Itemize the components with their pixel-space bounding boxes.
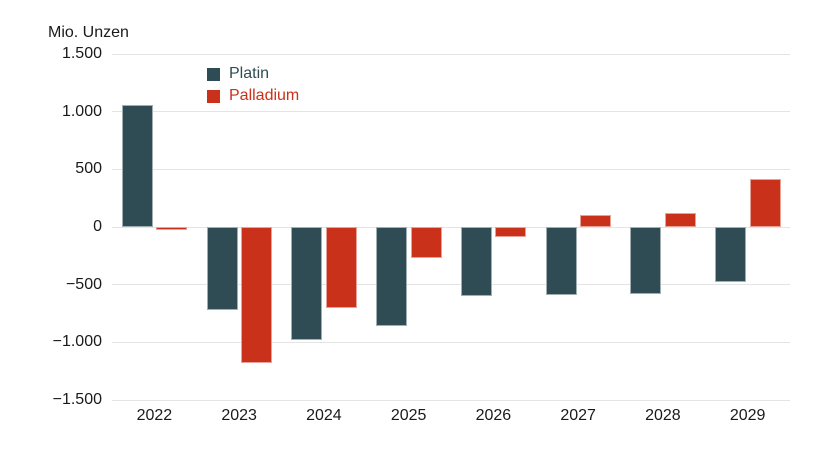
- bar-palladium-2024: [325, 227, 357, 308]
- x-tick-label-2024: 2024: [306, 407, 342, 424]
- y-axis-title: Mio. Unzen: [48, 24, 129, 41]
- x-tick-label-2029: 2029: [729, 407, 766, 424]
- y-tick-label-1000: 1.000: [61, 102, 102, 120]
- y-tick-label-0: 0: [93, 218, 102, 235]
- bar-palladium-2028: [664, 213, 696, 227]
- bar-palladium-2029: [749, 178, 781, 227]
- bar-platin-2026: [460, 227, 492, 297]
- legend-swatch-platin: [207, 67, 220, 81]
- gridline-1000: [112, 111, 790, 113]
- x-tick-label-2023: 2023: [221, 407, 257, 424]
- gridline-1500: [112, 53, 790, 55]
- gridline--500: [112, 284, 790, 286]
- gridline--1000: [112, 341, 790, 343]
- bar-platin-2023: [206, 227, 238, 311]
- x-tick-label-2025: 2025: [390, 407, 427, 424]
- legend: Platin Palladium: [207, 66, 299, 104]
- y-tick-label-500: 500: [75, 160, 102, 178]
- bar-platin-2022: [121, 104, 153, 227]
- x-tick-label-2028: 2028: [645, 407, 681, 424]
- bar-platin-2025: [376, 227, 408, 326]
- y-tick-label--1000: −1.000: [52, 333, 102, 351]
- y-tick-label--500: −500: [65, 275, 102, 293]
- legend-label-palladium: Palladium: [229, 87, 300, 104]
- bar-palladium-2027: [580, 214, 612, 227]
- gridline-0: [112, 226, 790, 228]
- x-tick-label-2027: 2027: [560, 407, 596, 424]
- gridline--1500: [112, 399, 790, 401]
- x-tick-label-2022: 2022: [136, 407, 173, 424]
- bar-palladium-2025: [410, 227, 442, 258]
- legend-swatch-palladium: [207, 89, 220, 103]
- bar-palladium-2026: [495, 227, 527, 238]
- bar-platin-2028: [630, 227, 662, 295]
- y-tick-label--1500: −1.500: [52, 391, 102, 408]
- legend-item-palladium: Palladium: [207, 88, 299, 104]
- bar-platin-2024: [291, 227, 323, 341]
- bar-palladium-2022: [156, 227, 188, 230]
- bar-palladium-2023: [241, 227, 273, 364]
- y-tick-label-1500: 1.500: [61, 45, 102, 62]
- x-tick-label-2026: 2026: [475, 407, 512, 424]
- legend-label-platin: Platin: [229, 65, 270, 82]
- bar-platin-2029: [715, 227, 747, 283]
- legend-item-platin: Platin: [207, 66, 299, 82]
- bar-platin-2027: [545, 227, 577, 296]
- gridline-500: [112, 168, 790, 170]
